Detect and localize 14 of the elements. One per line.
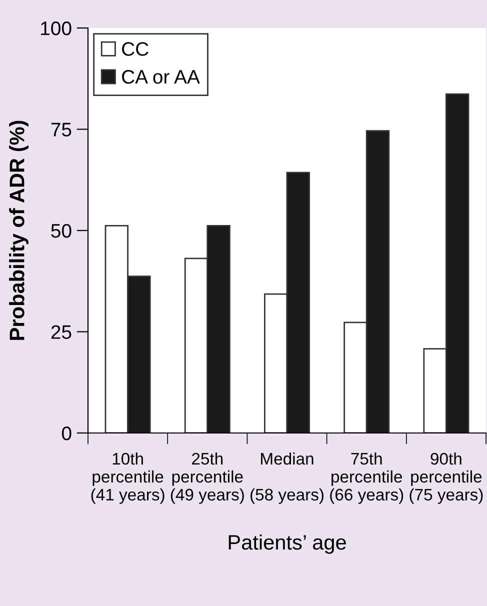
legend-label: CA or AA xyxy=(122,70,200,84)
x-tick-label: 75th percentile (66 years) xyxy=(330,452,404,504)
category-label: Median (58 years) xyxy=(250,452,324,504)
y-axis-title: Probability of ADR (%) xyxy=(9,120,28,340)
y-tick-label: 100 xyxy=(41,21,72,36)
legend-label: CC xyxy=(122,42,148,56)
x-tick-label: 25th percentile (49 years) xyxy=(170,452,244,504)
y-tick-label: 50 xyxy=(51,224,72,238)
y-tick-label: 75 xyxy=(51,122,72,136)
y-tick-label: 0 xyxy=(62,426,72,440)
x-tick-label: 10th percentile (41 years) xyxy=(91,452,164,504)
x-axis-title: Patients’ age xyxy=(228,534,346,554)
x-tick-label: 90th percentile (75 years) xyxy=(410,452,483,504)
y-tick-label: 25 xyxy=(51,325,72,339)
